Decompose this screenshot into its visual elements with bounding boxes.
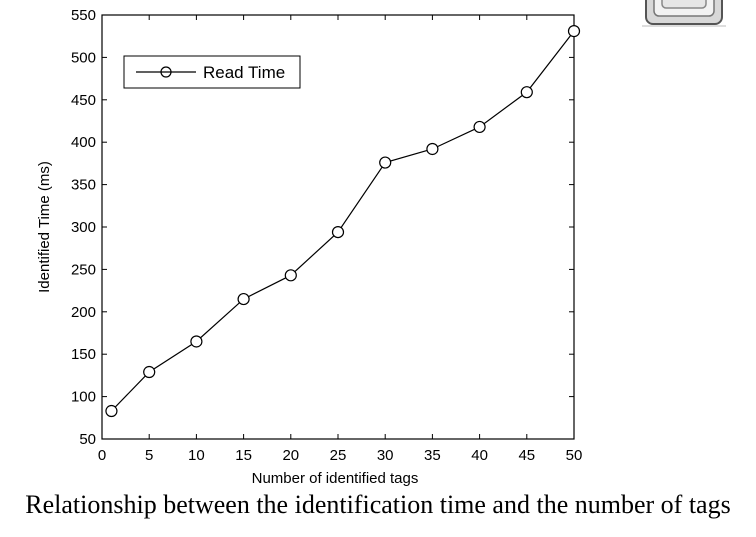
y-tick-label: 150 — [71, 346, 96, 363]
y-tick-label: 250 — [71, 261, 96, 278]
y-tick-label: 200 — [71, 304, 96, 321]
data-point — [284, 269, 297, 282]
data-point — [143, 365, 156, 379]
data-point — [567, 25, 581, 38]
x-tick-label: 25 — [330, 447, 347, 464]
y-tick-label: 350 — [71, 177, 96, 194]
x-tick-label: 35 — [424, 447, 441, 464]
legend-marker-icon — [160, 66, 172, 78]
x-tick-label: 10 — [188, 447, 205, 464]
rfid-chip-icon — [642, 0, 726, 27]
legend: Read Time — [123, 55, 301, 89]
data-point — [105, 404, 118, 418]
series-markers — [105, 25, 581, 418]
y-tick-label: 50 — [79, 431, 96, 448]
x-tick-label: 50 — [566, 447, 583, 464]
data-point — [520, 86, 533, 99]
y-tick-label: 300 — [71, 219, 96, 236]
data-point — [426, 142, 439, 156]
x-tick-label: 30 — [377, 447, 394, 464]
data-point — [379, 156, 392, 169]
x-tick-label: 0 — [98, 447, 106, 464]
y-tick-label: 100 — [71, 389, 96, 406]
figure-caption: Relationship between the identification … — [25, 490, 731, 519]
data-point — [473, 120, 486, 134]
x-tick-label: 45 — [518, 447, 535, 464]
x-tick-label: 15 — [235, 447, 252, 464]
y-axis-label: Identified Time (ms) — [36, 161, 53, 293]
y-tick-label: 500 — [71, 49, 96, 66]
axis-ticks — [101, 14, 575, 440]
data-point — [237, 292, 250, 306]
y-tick-label: 400 — [71, 134, 96, 151]
tick-labels: 0 5 10 15 20 25 30 35 40 45 50 50 100 150 200 250 300 350… — [71, 7, 582, 464]
legend-entry-read-time: Read Time — [203, 63, 285, 82]
x-axis-label: Number of identified tags — [252, 470, 419, 487]
data-point — [190, 335, 203, 348]
x-tick-label: 5 — [145, 447, 153, 464]
y-tick-label: 550 — [71, 7, 96, 24]
x-tick-label: 40 — [471, 447, 488, 464]
x-tick-label: 20 — [282, 447, 299, 464]
line-chart: 0 5 10 15 20 25 30 35 40 45 50 50 100 150 200 250 300 350… — [36, 7, 582, 487]
data-point — [331, 225, 345, 239]
y-tick-label: 450 — [71, 92, 96, 109]
